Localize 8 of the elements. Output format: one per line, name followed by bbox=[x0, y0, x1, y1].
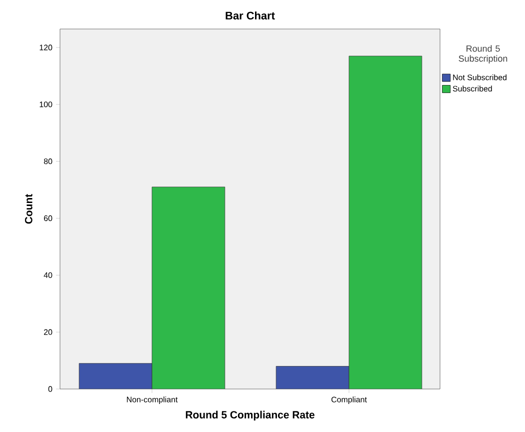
y-axis-title: Count bbox=[24, 194, 32, 224]
bar bbox=[276, 366, 350, 389]
legend-title: Round 5 Subscription bbox=[458, 45, 508, 64]
bar bbox=[78, 363, 152, 389]
x-axis-title: Round 5 Compliance Rate bbox=[186, 410, 314, 421]
bar bbox=[152, 186, 226, 389]
chart-title: Bar Chart bbox=[226, 11, 275, 20]
bar bbox=[348, 56, 422, 389]
